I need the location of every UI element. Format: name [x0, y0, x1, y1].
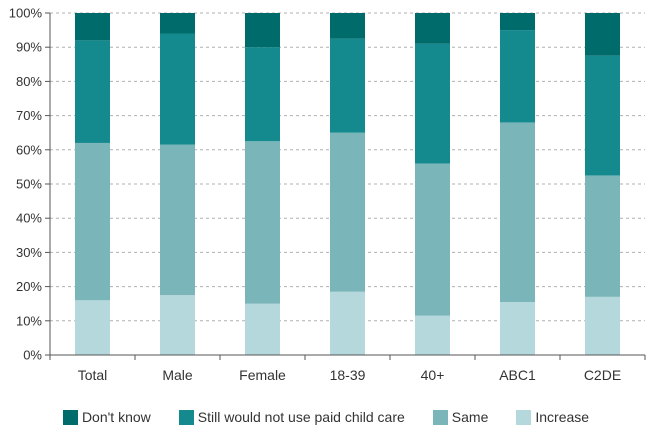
x-tick-label: 40+ [421, 367, 445, 383]
x-tick-label: Female [239, 367, 286, 383]
bar-segment [330, 291, 365, 355]
bar-segment [330, 132, 365, 292]
stacked-bar-chart: 0% 10% 20% 30% 40% 50% 60% 70% 80% 90% 100% Total Ma… [9, 6, 646, 383]
legend-item: Still would not use paid child care [178, 409, 405, 425]
bar-segment [415, 315, 450, 355]
bar-segment [245, 303, 280, 355]
bar-segment [500, 30, 535, 123]
bar-segment [415, 43, 450, 164]
legend-item: Same [432, 409, 489, 425]
x-tick-label: C2DE [584, 367, 621, 383]
legend-swatch [62, 409, 78, 425]
y-tick-label: 0% [23, 348, 42, 363]
y-tick-label: 60% [16, 142, 42, 157]
bar-segment [500, 301, 535, 355]
bar-segment [500, 13, 535, 31]
bar-segment [75, 142, 110, 301]
bar-segment [160, 33, 195, 145]
bar-segment [245, 47, 280, 142]
legend-label: Same [451, 409, 489, 425]
y-tick-label: 100% [9, 6, 43, 21]
bar-segment [585, 175, 620, 297]
bar-segment [585, 55, 620, 176]
x-tick-label: Total [78, 367, 108, 383]
y-tick-label: 90% [16, 40, 42, 55]
y-tick-label: 40% [16, 211, 42, 226]
legend-swatch [516, 409, 532, 425]
legend-label: Increase [535, 409, 590, 425]
x-tick-label: 18-39 [330, 367, 366, 383]
bar-segment [160, 13, 195, 34]
bar-segment [75, 300, 110, 355]
bar-segment [75, 40, 110, 143]
bar-segment [160, 144, 195, 296]
bar-segment [415, 163, 450, 316]
bar-segment [585, 13, 620, 56]
legend-label: Still would not use paid child care [197, 409, 405, 425]
legend-swatch [432, 409, 448, 425]
legend-item: Don't know [62, 409, 151, 425]
bar-segment [330, 13, 365, 39]
y-tick-label: 80% [16, 74, 42, 89]
bar-segment [160, 295, 195, 355]
legend-swatch [178, 409, 194, 425]
y-tick-label: 50% [16, 177, 42, 192]
bar-segment [245, 13, 280, 48]
bar-segment [245, 141, 280, 304]
bar-segment [415, 13, 450, 44]
x-tick-label: Male [162, 367, 193, 383]
bar-segment [330, 38, 365, 133]
legend-item: Increase [516, 409, 589, 425]
y-tick-label: 70% [16, 108, 42, 123]
bar-segment [585, 296, 620, 355]
bar-segment [75, 13, 110, 41]
y-tick-label: 30% [16, 245, 42, 260]
bar-segment [500, 122, 535, 302]
legend-label: Don't know [81, 409, 151, 425]
y-tick-label: 20% [16, 279, 42, 294]
y-tick-label: 10% [16, 313, 42, 328]
chart-legend: Don't know Still would not use paid child… [0, 405, 652, 429]
x-tick-label: ABC1 [499, 367, 536, 383]
